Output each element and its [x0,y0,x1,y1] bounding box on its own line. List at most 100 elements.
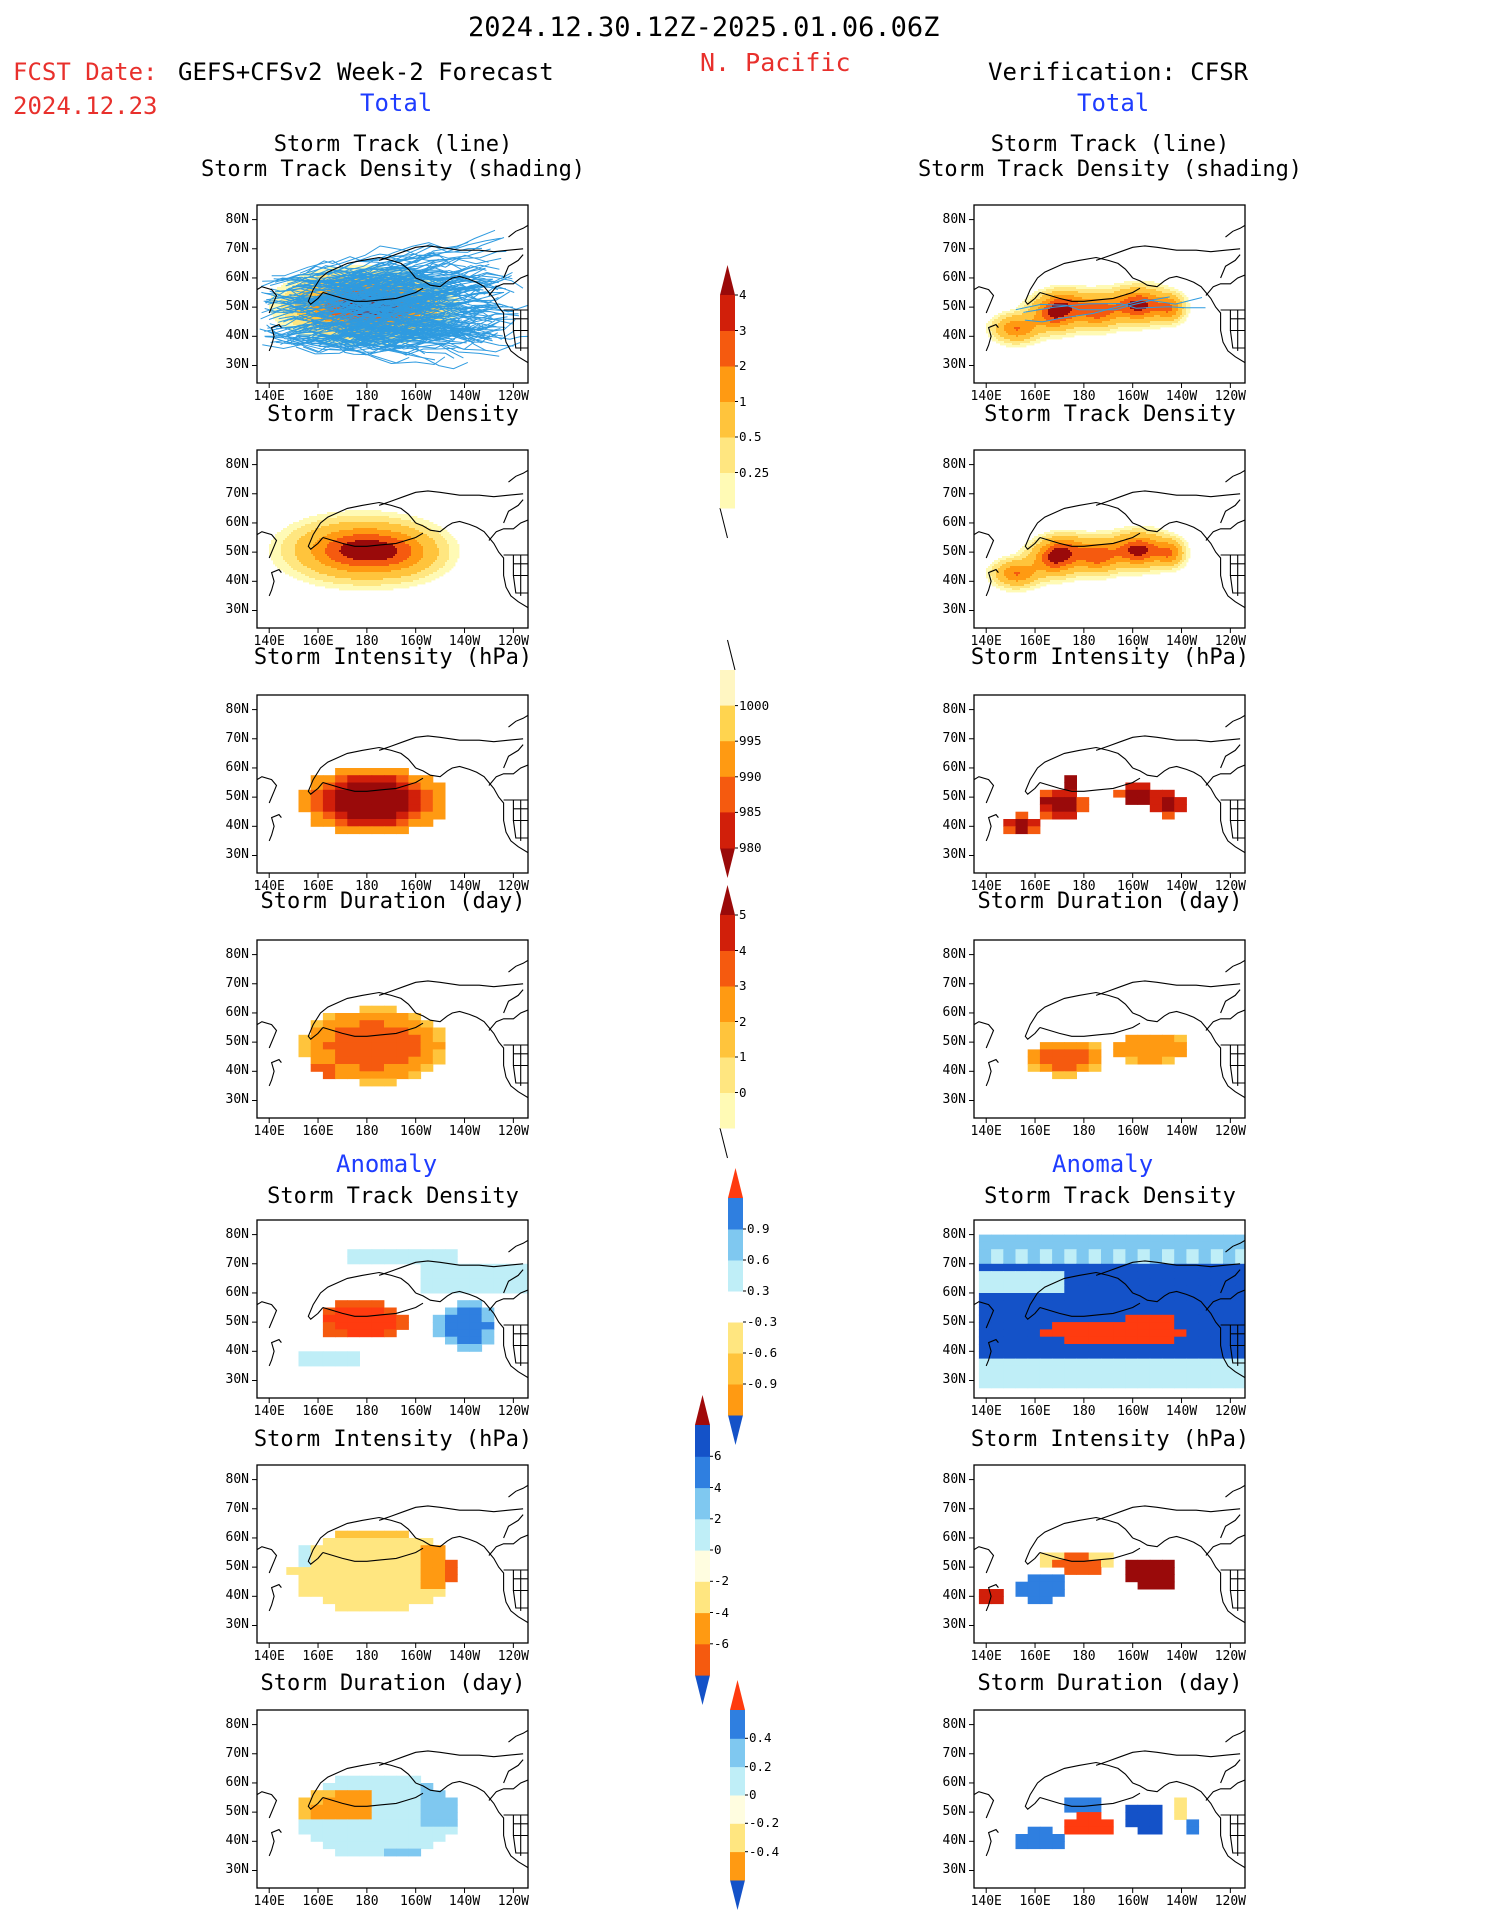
density-cell [1096,293,1099,296]
density-cell [1062,313,1065,316]
density-cell [1182,295,1185,298]
density-cell [279,303,282,306]
density-cell [1024,305,1027,308]
density-cell [1072,305,1075,308]
density-cell [1004,315,1007,318]
density-cell [1090,305,1093,308]
density-cell [1142,319,1145,322]
density-cell [1052,323,1055,326]
density-cell [1184,319,1187,322]
density-cell [1042,293,1045,296]
density-cell [445,309,448,312]
density-cell [1070,315,1073,318]
density-cell [1138,301,1141,304]
density-cell [331,305,334,308]
density-cell [1178,291,1181,294]
density-cell [307,277,310,280]
density-cell [1104,299,1107,302]
density-cell [1146,293,1149,296]
density-cell [285,293,288,296]
density-cell [1020,309,1023,312]
density-cell [1040,323,1043,326]
density-cell [1162,303,1165,306]
density-cell [1172,293,1175,296]
density-cell [1058,315,1061,318]
density-cell [1156,303,1159,306]
density-cell [1074,291,1077,294]
density-cell [1068,289,1071,292]
density-cell [1072,299,1075,302]
density-cell [1130,323,1133,326]
density-cell [1036,305,1039,308]
density-cell [335,333,338,336]
density-cell [297,291,300,294]
density-cell [988,321,991,324]
density-cell [1108,301,1111,304]
density-cell [1158,283,1161,286]
density-cell [1086,317,1089,320]
density-cell [281,319,284,322]
density-cell [1056,315,1059,318]
density-cell [289,285,292,288]
density-cell [1170,299,1173,302]
density-cell [1152,301,1155,304]
density-cell [1046,287,1049,290]
density-cell [1176,311,1179,314]
density-cell [311,283,314,286]
density-cell [1124,323,1127,326]
storm-track [349,283,499,300]
density-cell [287,315,290,318]
density-cell [1166,297,1169,300]
density-cell [1140,317,1143,320]
density-cell [1116,303,1119,306]
density-cell [1056,303,1059,306]
density-cell [1116,283,1119,286]
density-cell [1172,291,1175,294]
density-cell [1050,291,1053,294]
density-cell [331,313,334,316]
density-cell [293,313,296,316]
density-cell [315,275,318,278]
density-cell [1080,321,1083,324]
density-cell [1050,315,1053,318]
density-cell [1106,303,1109,306]
density-cell [1132,287,1135,290]
density-cell [1050,305,1053,308]
density-cell [299,333,302,336]
density-cell [1186,311,1189,314]
density-cell [1070,321,1073,324]
density-cell [1136,313,1139,316]
density-cell [295,321,298,324]
density-cell [1106,317,1109,320]
density-cell [1158,285,1161,288]
density-cell [353,269,356,272]
density-cell [1056,295,1059,298]
density-cell [1078,319,1081,322]
density-cell [1060,307,1063,310]
density-cell [309,277,312,280]
density-cell [1068,323,1071,326]
density-cell [1038,307,1041,310]
density-cell [1036,313,1039,316]
density-cell [1114,303,1117,306]
density-cell [1002,311,1005,314]
density-cell [1170,315,1173,318]
density-cell [349,343,352,346]
density-cell [1038,315,1041,318]
density-cell [1022,301,1025,304]
density-cell [1130,291,1133,294]
density-cell [1066,293,1069,296]
density-cell [275,319,278,322]
density-cell [1108,307,1111,310]
density-cell [1106,315,1109,318]
density-cell [1062,297,1065,300]
density-cell [1160,315,1163,318]
density-cell [1188,307,1191,310]
density-cell [1100,297,1103,300]
density-cell [1154,319,1157,322]
density-cell [1080,307,1083,310]
density-cell [307,303,310,306]
density-cell [1020,313,1023,316]
density-cell [1044,317,1047,320]
density-cell [1174,321,1177,324]
